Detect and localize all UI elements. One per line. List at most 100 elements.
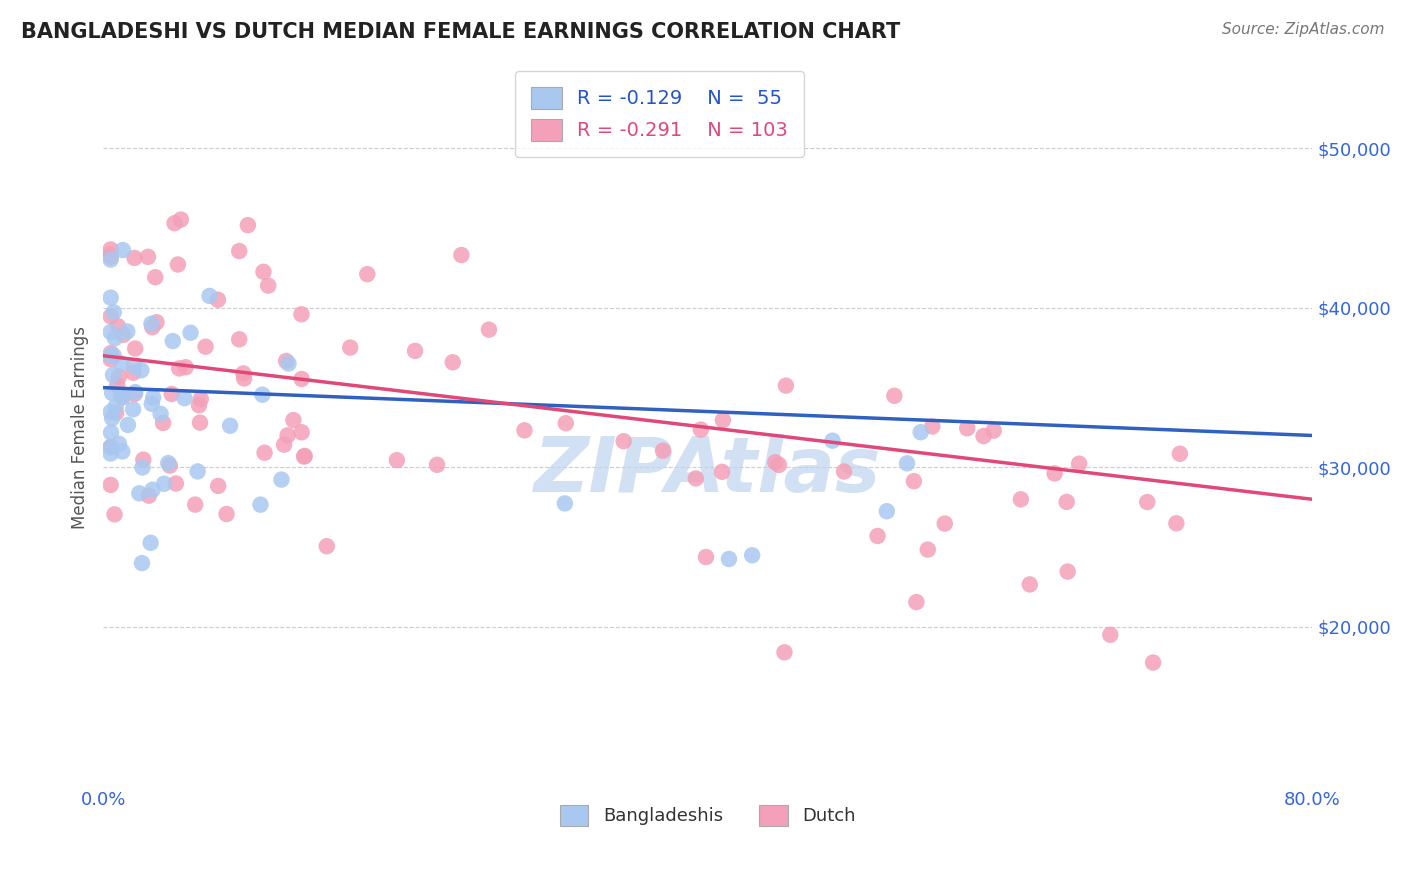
- Point: [768, 458, 790, 472]
- Point: [934, 516, 956, 531]
- Point: [128, 486, 150, 500]
- Point: [111, 391, 134, 405]
- Point: [741, 548, 763, 562]
- Point: [775, 378, 797, 392]
- Point: [103, 349, 125, 363]
- Point: [404, 343, 426, 358]
- Point: [554, 496, 576, 510]
- Point: [513, 423, 536, 437]
- Point: [149, 407, 172, 421]
- Point: [233, 371, 256, 385]
- Point: [441, 355, 464, 369]
- Point: [274, 354, 297, 368]
- Point: [228, 244, 250, 258]
- Point: [1099, 628, 1122, 642]
- Point: [291, 372, 314, 386]
- Point: [145, 315, 167, 329]
- Point: [685, 471, 707, 485]
- Point: [257, 278, 280, 293]
- Point: [111, 390, 134, 404]
- Point: [652, 443, 675, 458]
- Point: [236, 218, 259, 232]
- Point: [157, 456, 180, 470]
- Point: [1142, 656, 1164, 670]
- Point: [277, 357, 299, 371]
- Point: [253, 446, 276, 460]
- Point: [110, 357, 132, 371]
- Point: [450, 248, 472, 262]
- Point: [141, 320, 163, 334]
- Point: [917, 542, 939, 557]
- Point: [122, 359, 145, 373]
- Point: [165, 476, 187, 491]
- Point: [108, 436, 131, 450]
- Point: [152, 416, 174, 430]
- Point: [215, 507, 238, 521]
- Point: [356, 267, 378, 281]
- Point: [103, 508, 125, 522]
- Point: [100, 252, 122, 267]
- Point: [124, 387, 146, 401]
- Point: [339, 341, 361, 355]
- Point: [249, 498, 271, 512]
- Point: [1043, 467, 1066, 481]
- Point: [117, 417, 139, 432]
- Point: [110, 388, 132, 402]
- Point: [883, 389, 905, 403]
- Point: [107, 319, 129, 334]
- Point: [385, 453, 408, 467]
- Point: [159, 458, 181, 473]
- Point: [763, 455, 786, 469]
- Point: [111, 243, 134, 257]
- Point: [174, 360, 197, 375]
- Point: [100, 478, 122, 492]
- Point: [711, 465, 734, 479]
- Point: [426, 458, 449, 472]
- Point: [228, 332, 250, 346]
- Point: [773, 645, 796, 659]
- Point: [905, 595, 928, 609]
- Point: [101, 385, 124, 400]
- Point: [170, 212, 193, 227]
- Point: [689, 423, 711, 437]
- Point: [105, 378, 128, 392]
- Point: [111, 444, 134, 458]
- Point: [142, 483, 165, 497]
- Point: [1168, 447, 1191, 461]
- Point: [108, 369, 131, 384]
- Legend: Bangladeshis, Dutch: Bangladeshis, Dutch: [551, 796, 865, 835]
- Point: [613, 434, 636, 449]
- Point: [283, 413, 305, 427]
- Point: [101, 368, 124, 382]
- Point: [180, 326, 202, 340]
- Point: [124, 342, 146, 356]
- Point: [219, 418, 242, 433]
- Point: [100, 243, 122, 257]
- Point: [1056, 565, 1078, 579]
- Point: [138, 489, 160, 503]
- Point: [153, 476, 176, 491]
- Point: [273, 437, 295, 451]
- Point: [160, 387, 183, 401]
- Point: [101, 411, 124, 425]
- Point: [132, 452, 155, 467]
- Point: [866, 529, 889, 543]
- Point: [124, 251, 146, 265]
- Point: [124, 385, 146, 400]
- Point: [717, 552, 740, 566]
- Point: [100, 425, 122, 440]
- Point: [167, 361, 190, 376]
- Point: [188, 416, 211, 430]
- Point: [821, 434, 844, 448]
- Point: [141, 317, 163, 331]
- Point: [139, 536, 162, 550]
- Point: [131, 363, 153, 377]
- Point: [232, 367, 254, 381]
- Point: [100, 446, 122, 460]
- Point: [207, 479, 229, 493]
- Point: [294, 449, 316, 463]
- Point: [194, 340, 217, 354]
- Point: [956, 421, 979, 435]
- Point: [291, 425, 314, 440]
- Point: [131, 460, 153, 475]
